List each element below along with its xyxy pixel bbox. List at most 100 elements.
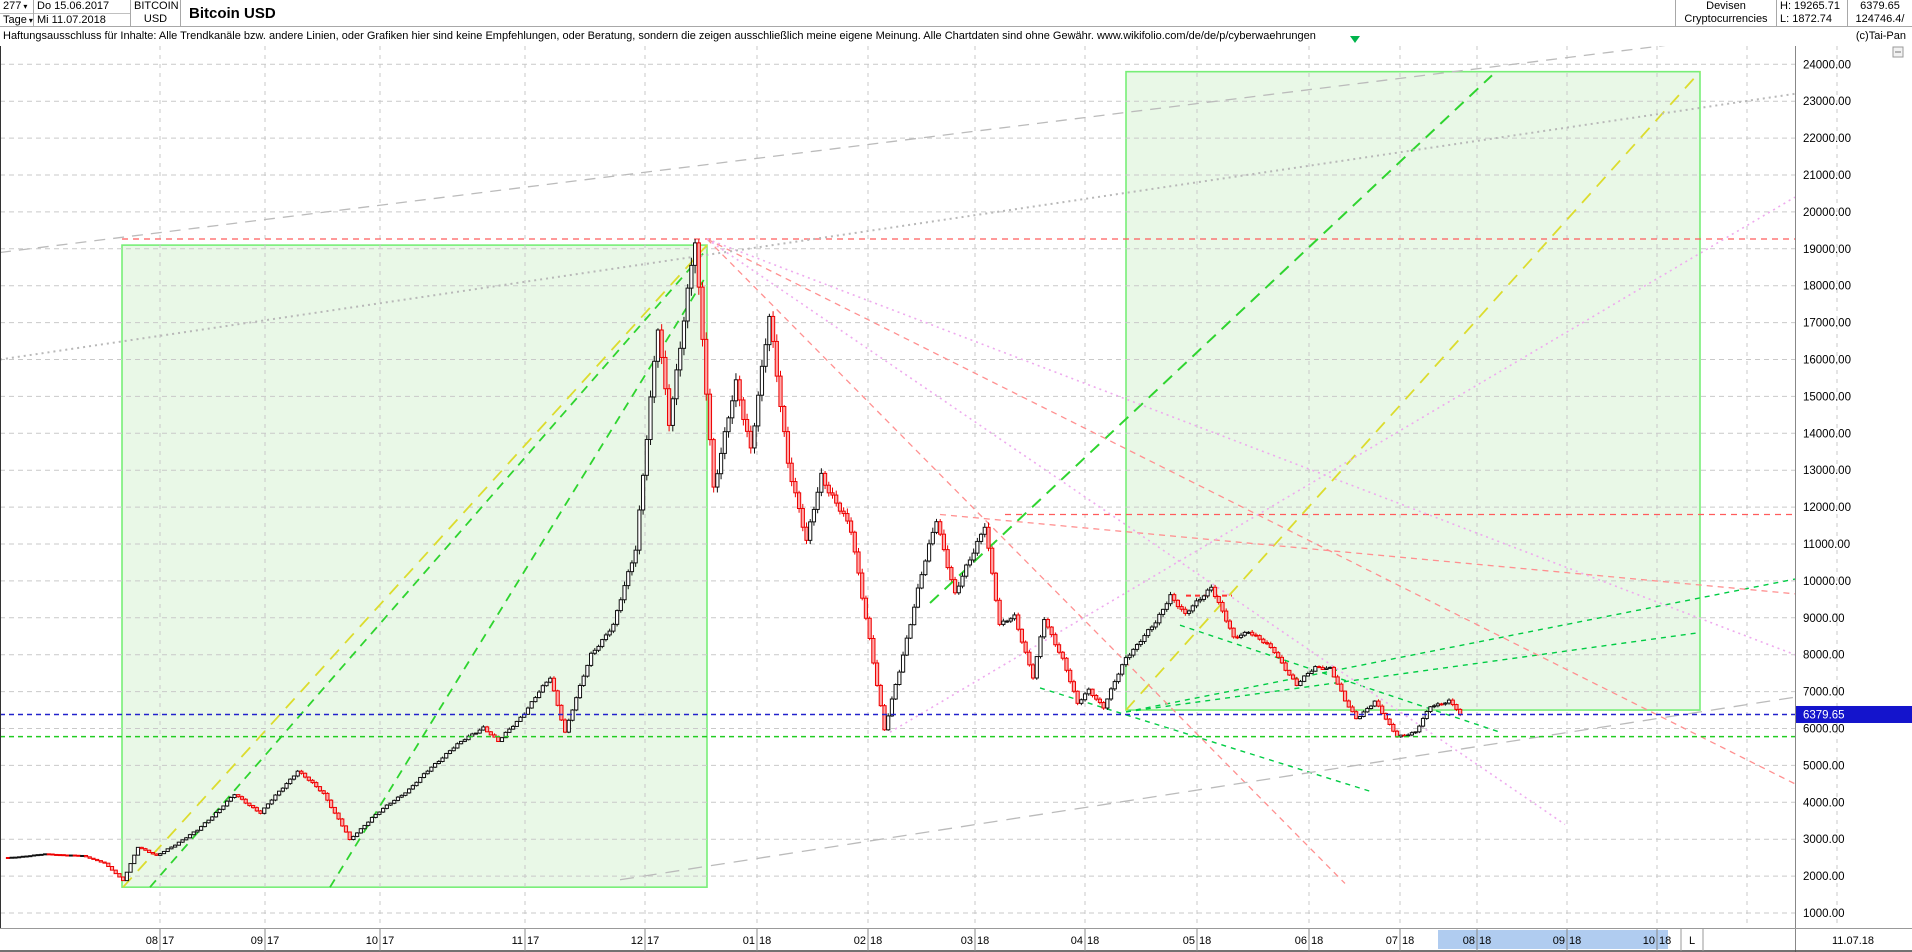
svg-text:1000.00: 1000.00 [1803, 908, 1845, 920]
current-price-tag: 6379.65 [1796, 705, 1912, 723]
svg-text:6379.65: 6379.65 [1803, 709, 1845, 721]
dropdown-icon: ▾ [28, 16, 33, 25]
support-gray-dashed [619, 696, 1795, 881]
svg-text:11: 11 [512, 935, 523, 947]
header-bar: 277 ▾ Tage ▾ Do 15.06.2017 Mi 11.07.2018 B… [0, 0, 1912, 27]
svg-text:03: 03 [961, 935, 973, 947]
uptrend-green-2 [329, 274, 708, 888]
page-title: Bitcoin USD [189, 4, 276, 22]
symbol-cell: BITCOIN USD [131, 0, 181, 26]
panel-collapse-icon[interactable] [1892, 46, 1904, 58]
gridlines [0, 46, 1838, 928]
svg-text:2000.00: 2000.00 [1803, 871, 1845, 883]
bars-count-select[interactable]: 277 [3, 0, 22, 12]
svg-text:10000.00: 10000.00 [1803, 576, 1851, 588]
high-value: H: 19265.71 [1780, 0, 1840, 12]
svg-text:23000.00: 23000.00 [1803, 96, 1851, 108]
svg-text:02: 02 [854, 935, 866, 947]
svg-text:04: 04 [1071, 935, 1083, 947]
svg-text:5000.00: 5000.00 [1803, 760, 1845, 772]
svg-text:22000.00: 22000.00 [1803, 133, 1851, 145]
last-price: 6379.65 [1860, 0, 1900, 12]
channel1-yellow [122, 244, 708, 888]
downtrend-red-1 [706, 238, 1795, 785]
svg-text:18: 18 [759, 935, 771, 947]
svg-text:08: 08 [1463, 935, 1475, 947]
longterm-gray-dashed [0, 46, 1666, 254]
fan-green-2 [1125, 631, 1701, 713]
downtrend-pink-1 [706, 238, 1795, 656]
downtrend-green-2 [1179, 624, 1501, 733]
svg-text:17: 17 [527, 935, 539, 947]
dropdown-icon: ▾ [23, 2, 28, 11]
time-axis-highlight[interactable] [1438, 930, 1668, 949]
svg-text:18: 18 [1311, 935, 1323, 947]
category-line1: Devisen [1706, 0, 1746, 12]
category-line2: Cryptocurrencies [1684, 13, 1768, 25]
period-select[interactable]: Tage [3, 14, 27, 26]
svg-text:24000.00: 24000.00 [1803, 59, 1851, 71]
scale-toggle[interactable]: L [1689, 935, 1695, 947]
svg-text:18: 18 [1087, 935, 1099, 947]
svg-text:3000.00: 3000.00 [1803, 834, 1845, 846]
low-value: L: 1872.74 [1780, 13, 1832, 25]
uptrend-green-long [929, 74, 1493, 604]
copyright-label: (c)Tai-Pan [1849, 27, 1906, 45]
svg-text:07: 07 [1386, 935, 1398, 947]
downtrend-green-1 [1039, 687, 1371, 792]
date-to: Mi 11.07.2018 [37, 14, 106, 26]
svg-text:12: 12 [631, 935, 643, 947]
chart-position-marker-icon [1350, 36, 1360, 43]
svg-text:7000.00: 7000.00 [1803, 687, 1845, 699]
uptrend-green-1 [149, 251, 705, 888]
svg-text:18: 18 [1479, 935, 1491, 947]
last-price-cell: 6379.65 124746.4/ [1847, 0, 1912, 26]
svg-text:17: 17 [647, 935, 659, 947]
svg-text:4000.00: 4000.00 [1803, 797, 1845, 809]
overlay-lines [0, 713, 1795, 738]
svg-text:17: 17 [382, 935, 394, 947]
svg-text:17: 17 [267, 935, 279, 947]
svg-text:18: 18 [1199, 935, 1211, 947]
svg-text:09: 09 [1553, 935, 1565, 947]
price-axis: 1000.00 2000.00 3000.00 4000.00 5000.00 6000.… [1803, 59, 1851, 920]
downtrend-red-3 [939, 513, 1795, 595]
svg-text:06: 06 [1295, 935, 1307, 947]
high-low-cell: H: 19265.71 L: 1872.74 [1776, 0, 1847, 26]
disclaimer-bar: Haftungsausschluss für Inhalte: Alle Tre… [0, 27, 1912, 45]
svg-text:15000.00: 15000.00 [1803, 391, 1851, 403]
svg-text:18: 18 [1402, 935, 1414, 947]
svg-text:18000.00: 18000.00 [1803, 281, 1851, 293]
svg-text:8000.00: 8000.00 [1803, 650, 1845, 662]
svg-text:20000.00: 20000.00 [1803, 207, 1851, 219]
candlestick-series [5, 238, 1463, 882]
date-from: Do 15.06.2017 [34, 0, 130, 14]
svg-text:05: 05 [1183, 935, 1195, 947]
svg-text:18: 18 [1569, 935, 1581, 947]
time-axis: 08 17 09 17 10 17 11 17 12 17 01 18 02 18 03 18 04 18 05 18… [146, 929, 1874, 951]
svg-text:17: 17 [162, 935, 174, 947]
last-date-label: 11.07.18 [1832, 935, 1874, 947]
symbol-name: BITCOIN [134, 0, 179, 12]
svg-text:01: 01 [743, 935, 755, 947]
disclaimer-text: Haftungsausschluss für Inhalte: Alle Tre… [3, 30, 1316, 42]
svg-text:9000.00: 9000.00 [1803, 613, 1845, 625]
trend-channel-regions [121, 70, 1701, 888]
svg-text:19000.00: 19000.00 [1803, 244, 1851, 256]
svg-text:6000.00: 6000.00 [1803, 724, 1845, 736]
downtrend-red-2 [706, 238, 1346, 884]
bars-period-selector[interactable]: 277 ▾ Tage ▾ [0, 0, 34, 26]
longterm-gray-dotted [0, 92, 1795, 361]
svg-text:08: 08 [146, 935, 158, 947]
svg-text:10: 10 [366, 935, 378, 947]
svg-text:16000.00: 16000.00 [1803, 355, 1851, 367]
downtrend-pink-2 [706, 238, 1566, 826]
date-range: Do 15.06.2017 Mi 11.07.2018 [34, 0, 131, 26]
svg-text:09: 09 [251, 935, 263, 947]
svg-text:11000.00: 11000.00 [1803, 539, 1850, 551]
svg-text:13000.00: 13000.00 [1803, 465, 1851, 477]
svg-text:14000.00: 14000.00 [1803, 428, 1851, 440]
svg-text:18: 18 [977, 935, 989, 947]
